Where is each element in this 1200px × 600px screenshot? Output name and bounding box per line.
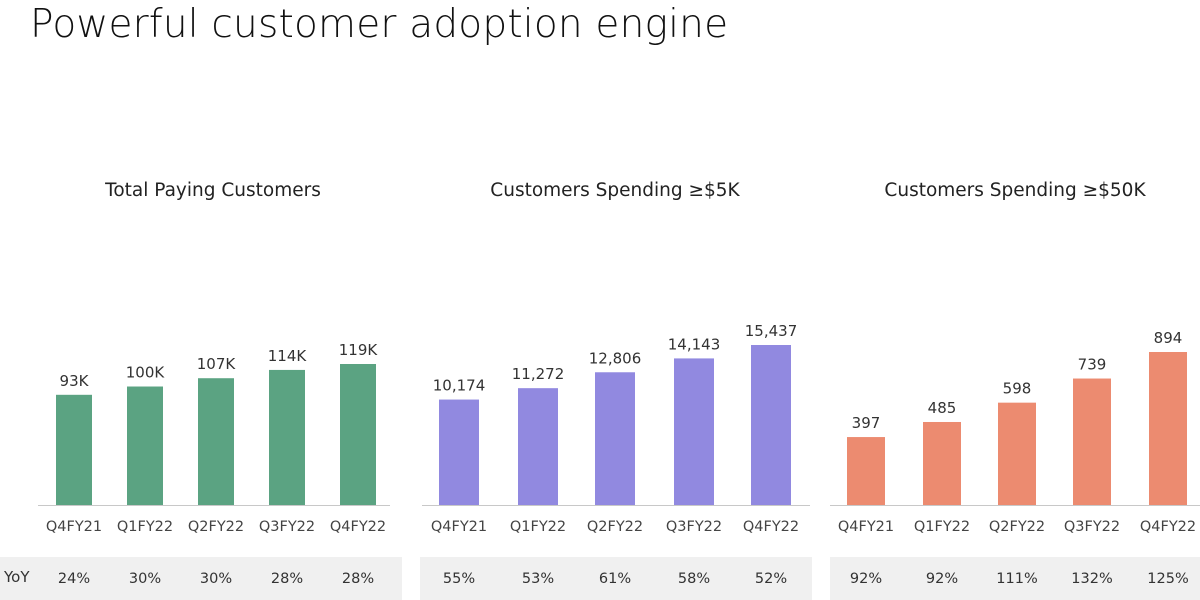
tick-label-spending-50k-q4fy21: Q4FY21: [838, 519, 894, 535]
tick-label-spending-5k-q4fy21: Q4FY21: [431, 519, 487, 535]
page-title: Powerful customer adoption engine: [30, 2, 729, 47]
bar-spending-5k-q4fy21: [439, 399, 479, 505]
yoy-value-spending-5k-q4fy21: 55%: [443, 571, 475, 587]
bar-spending-50k-q4fy21: [847, 437, 885, 505]
bar-total-paying-q3fy22: [269, 369, 305, 505]
tick-label-spending-5k-q2fy22: Q2FY22: [587, 519, 643, 535]
tick-label-total-paying-q3fy22: Q3FY22: [259, 519, 315, 535]
tick-label-total-paying-q1fy22: Q1FY22: [117, 519, 173, 535]
value-label-total-paying-q2fy22: 107K: [197, 355, 237, 373]
yoy-row-label: YoY: [4, 568, 30, 586]
value-label-total-paying-q4fy22: 119K: [339, 341, 379, 359]
value-label-spending-5k-q3fy22: 14,143: [668, 335, 721, 353]
tick-label-total-paying-q2fy22: Q2FY22: [188, 519, 244, 535]
value-label-spending-50k-q3fy22: 739: [1078, 356, 1107, 374]
value-label-total-paying-q3fy22: 114K: [268, 347, 308, 365]
yoy-value-spending-50k-q3fy22: 132%: [1071, 571, 1112, 587]
yoy-value-spending-5k-q4fy22: 52%: [755, 571, 787, 587]
bar-spending-5k-q1fy22: [518, 388, 558, 505]
value-label-spending-50k-q1fy22: 485: [928, 399, 957, 417]
yoy-value-spending-50k-q2fy22: 111%: [996, 571, 1037, 587]
tick-label-spending-5k-q1fy22: Q1FY22: [510, 519, 566, 535]
yoy-value-spending-50k-q1fy22: 92%: [926, 571, 958, 587]
yoy-value-total-paying-q3fy22: 28%: [271, 571, 303, 587]
tick-label-spending-50k-q3fy22: Q3FY22: [1064, 519, 1120, 535]
bar-total-paying-q4fy21: [56, 394, 92, 505]
bar-spending-5k-q2fy22: [595, 372, 635, 505]
value-label-spending-5k-q4fy22: 15,437: [745, 322, 798, 340]
value-label-total-paying-q4fy21: 93K: [60, 372, 90, 390]
tick-label-spending-50k-q1fy22: Q1FY22: [914, 519, 970, 535]
chart-title-spending-50k: Customers Spending ≥$50K: [884, 180, 1146, 201]
value-label-spending-50k-q2fy22: 598: [1003, 380, 1032, 398]
yoy-value-spending-5k-q2fy22: 61%: [599, 571, 631, 587]
chart-title-total-paying: Total Paying Customers: [105, 180, 321, 201]
bar-total-paying-q4fy22: [340, 364, 376, 505]
yoy-value-total-paying-q4fy22: 28%: [342, 571, 374, 587]
tick-label-total-paying-q4fy21: Q4FY21: [46, 519, 102, 535]
tick-label-spending-50k-q2fy22: Q2FY22: [989, 519, 1045, 535]
bar-spending-50k-q2fy22: [998, 402, 1036, 505]
bar-total-paying-q2fy22: [198, 378, 234, 505]
value-label-spending-50k-q4fy22: 894: [1154, 329, 1183, 347]
bar-total-paying-q1fy22: [127, 386, 163, 505]
value-label-spending-5k-q2fy22: 12,806: [589, 349, 642, 367]
value-label-total-paying-q1fy22: 100K: [126, 364, 166, 382]
chart-title-spending-5k: Customers Spending ≥$5K: [490, 180, 740, 201]
yoy-value-spending-50k-q4fy21: 92%: [850, 571, 882, 587]
yoy-value-total-paying-q4fy21: 24%: [58, 571, 90, 587]
bar-spending-50k-q3fy22: [1073, 378, 1111, 505]
yoy-value-spending-5k-q3fy22: 58%: [678, 571, 710, 587]
tick-label-spending-50k-q4fy22: Q4FY22: [1140, 519, 1196, 535]
yoy-value-total-paying-q2fy22: 30%: [200, 571, 232, 587]
tick-label-spending-5k-q4fy22: Q4FY22: [743, 519, 799, 535]
value-label-spending-5k-q4fy21: 10,174: [433, 377, 486, 395]
bar-spending-50k-q4fy22: [1149, 352, 1187, 505]
yoy-band-spending-5k: [420, 557, 812, 600]
yoy-value-spending-50k-q4fy22: 125%: [1147, 571, 1188, 587]
yoy-band-spending-50k: [830, 557, 1200, 600]
bar-spending-5k-q4fy22: [751, 345, 791, 505]
bar-spending-5k-q3fy22: [674, 358, 714, 505]
value-label-spending-50k-q4fy21: 397: [852, 414, 881, 432]
tick-label-total-paying-q4fy22: Q4FY22: [330, 519, 386, 535]
yoy-value-total-paying-q1fy22: 30%: [129, 571, 161, 587]
value-label-spending-5k-q1fy22: 11,272: [512, 365, 565, 383]
bar-spending-50k-q1fy22: [923, 421, 961, 505]
yoy-value-spending-5k-q1fy22: 53%: [522, 571, 554, 587]
yoy-band-total-paying: [0, 557, 402, 600]
tick-label-spending-5k-q3fy22: Q3FY22: [666, 519, 722, 535]
